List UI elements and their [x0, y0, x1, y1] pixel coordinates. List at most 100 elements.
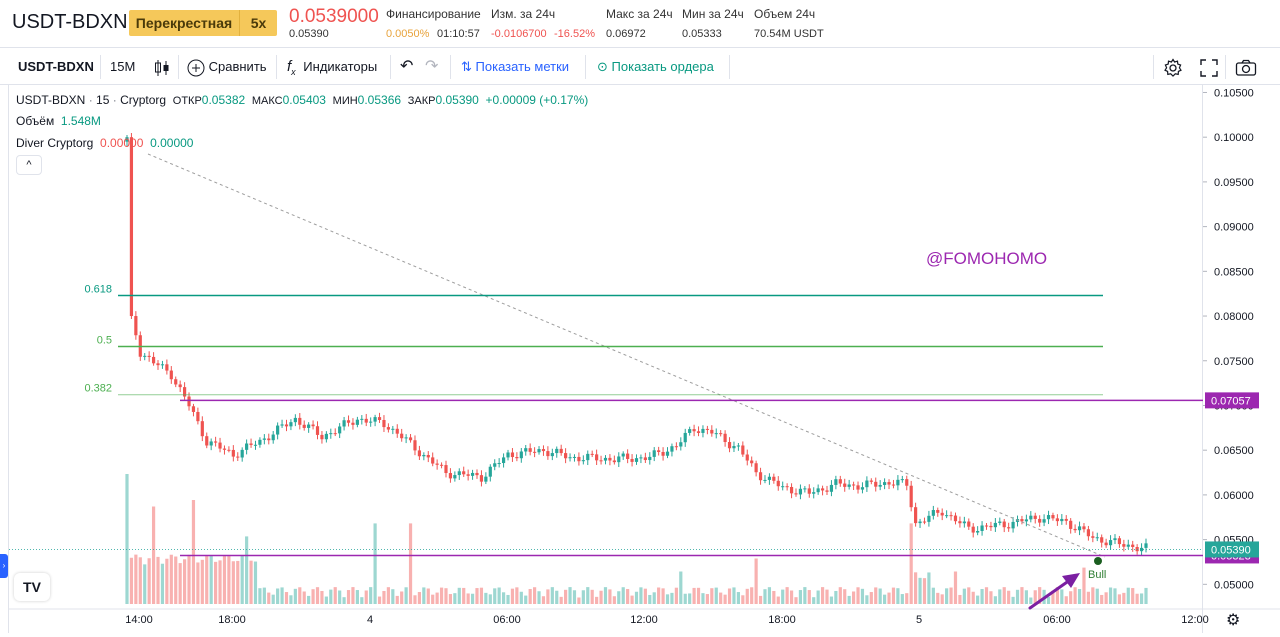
volume-bar — [413, 595, 417, 604]
candle — [692, 429, 696, 432]
volume-bar — [453, 593, 457, 604]
volume-bar — [510, 588, 515, 604]
market-header: USDT-BDXN Перекрестная 5x 0.0539000 0.05… — [0, 0, 1280, 46]
candle — [732, 446, 736, 449]
volume-bar — [484, 592, 488, 604]
candle — [400, 433, 404, 439]
candle — [160, 364, 165, 366]
candle — [1051, 515, 1055, 519]
volume-bar — [338, 590, 342, 604]
collapse-legend-button[interactable]: ^ — [16, 155, 42, 175]
screenshot-button[interactable] — [1235, 48, 1257, 85]
volume-bar — [692, 587, 696, 604]
time-tick-label: 18:00 — [768, 614, 796, 626]
volume-bar — [462, 587, 466, 604]
tradingview-logo[interactable]: TV — [14, 573, 50, 601]
legend-diver-label[interactable]: Diver Cryptorg — [16, 136, 94, 150]
candle — [670, 446, 674, 452]
volume-bar — [1117, 594, 1122, 604]
margin-mode-label[interactable]: Перекрестная — [135, 15, 233, 31]
candle — [1082, 526, 1086, 530]
volume-bar — [683, 593, 687, 604]
candle — [231, 449, 235, 457]
margin-mode-selector[interactable]: Перекрестная 5x — [129, 10, 277, 36]
undo-icon[interactable]: ↶ — [400, 58, 414, 75]
candle — [528, 448, 532, 452]
interval-button[interactable]: 15M — [110, 59, 136, 74]
volume-bar — [603, 587, 608, 604]
candle — [922, 521, 927, 523]
candle — [129, 137, 134, 317]
candle — [1020, 519, 1024, 522]
volume-bar — [1060, 589, 1064, 604]
candle — [462, 471, 466, 475]
pair-title[interactable]: USDT-BDXN — [12, 11, 128, 33]
volume-bar — [909, 523, 913, 604]
symbol-search-button[interactable]: USDT-BDXN — [18, 59, 94, 74]
candle — [315, 426, 320, 435]
drawing-panel-toggle[interactable]: › — [0, 554, 8, 578]
price-tick-label: 0.09000 — [1214, 222, 1254, 234]
volume-bar — [1015, 589, 1020, 604]
candle — [794, 493, 798, 495]
candle — [993, 522, 997, 528]
volume-bar — [626, 589, 630, 604]
fullscreen-icon — [1200, 58, 1218, 77]
volume-bar — [679, 571, 683, 604]
legend-volume: 1.548M — [60, 114, 101, 128]
candle — [1064, 518, 1068, 521]
volume-bar — [971, 591, 975, 604]
time-tick-label: 06:00 — [493, 614, 521, 626]
candle — [475, 472, 479, 476]
legend-symbol[interactable]: USDT-BDXN — [16, 93, 86, 107]
volume-bar — [214, 561, 218, 604]
candle — [1046, 515, 1051, 520]
leverage-label[interactable]: 5x — [239, 10, 277, 36]
show-marks-button[interactable]: ⇅ Показать метки — [461, 48, 569, 85]
target-icon: ⊙ — [597, 59, 608, 74]
candle — [652, 450, 656, 457]
volume-bar — [887, 592, 891, 604]
candle — [444, 465, 448, 474]
chart-pane[interactable] — [8, 85, 1203, 633]
show-orders-button[interactable]: ⊙ Показать ордера — [597, 48, 714, 85]
legend-volume-label[interactable]: Объём — [16, 114, 55, 128]
redo-icon[interactable]: ↷ — [425, 58, 439, 75]
volume-bar — [222, 555, 227, 604]
candle — [1091, 536, 1095, 538]
volume-bar — [741, 595, 745, 604]
volume-label: Объем 24ч — [754, 7, 816, 21]
volume-bar — [151, 506, 156, 604]
fullscreen-button[interactable] — [1199, 48, 1219, 85]
candle — [355, 419, 359, 425]
candle — [302, 424, 306, 428]
candle — [812, 492, 816, 494]
candle — [772, 476, 776, 481]
volume-bar — [710, 588, 714, 604]
candle — [714, 433, 718, 435]
price-chart[interactable]: 0.10500 0.10000 0.09500 0.09000 0.08500 0.080… — [0, 85, 1280, 637]
volume-bar — [785, 587, 789, 604]
candle — [887, 482, 891, 485]
candle — [781, 486, 785, 488]
scale-settings-icon[interactable]: ⚙ — [1226, 612, 1241, 629]
indicators-button[interactable]: fx Индикаторы — [287, 48, 377, 85]
volume-bar — [355, 590, 359, 604]
candle — [1029, 515, 1033, 520]
high-value: 0.06972 — [606, 28, 646, 40]
candle — [945, 515, 949, 517]
price-tick-label: 0.06500 — [1214, 445, 1254, 457]
legend-low-label: МИН — [332, 95, 358, 107]
volume-bar — [1113, 588, 1117, 604]
fib-level-label: 0.5 — [97, 334, 112, 346]
candle — [169, 370, 173, 380]
legend-close-label: ЗАКР — [407, 95, 436, 107]
chart-type-button[interactable] — [154, 48, 170, 85]
settings-button[interactable] — [1163, 48, 1183, 85]
candle — [484, 476, 488, 482]
compare-button[interactable]: Сравнить — [187, 48, 267, 85]
candle — [639, 457, 643, 459]
candle — [218, 442, 222, 449]
candle — [125, 137, 129, 142]
candle — [324, 433, 328, 440]
